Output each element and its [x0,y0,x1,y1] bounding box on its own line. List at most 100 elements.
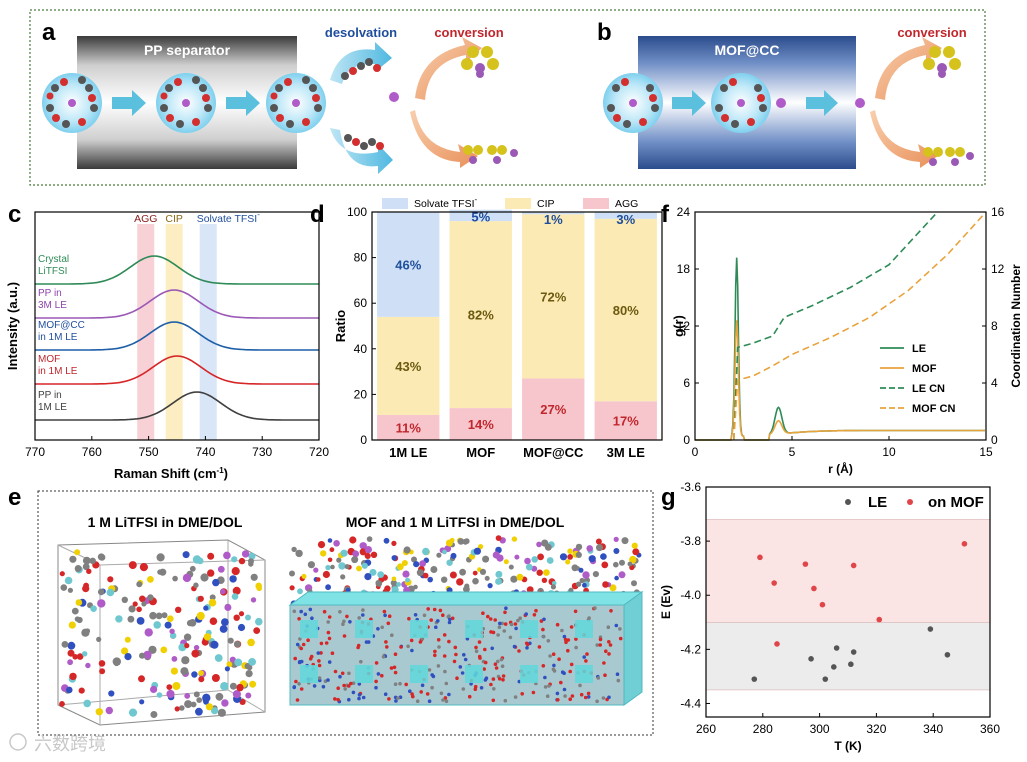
atom [166,689,175,699]
atom [203,605,209,611]
atom [184,643,190,649]
atom [447,639,451,644]
atom [211,674,220,682]
atom [72,654,78,660]
atom [582,655,586,659]
xtick-label-c-4: 730 [252,445,272,459]
atom [541,539,549,547]
atom [460,671,465,675]
atom [83,699,91,708]
atom [308,607,313,612]
xtick-label-g-3: 320 [866,722,886,736]
atom [479,568,487,576]
atom [136,581,143,588]
atom [336,697,340,702]
atom [541,664,546,668]
atom [203,633,212,641]
atom [326,630,331,635]
bar-cip-3 [594,218,657,402]
atom [566,648,570,653]
bar-label-0-1: 14% [468,417,494,432]
atom [245,614,251,621]
atom [399,645,403,649]
atom [377,571,385,578]
atom [172,682,181,690]
atom [357,696,361,701]
atom [483,678,488,682]
atom [582,571,590,579]
mof-slab [288,535,644,706]
atom [184,693,191,699]
atom [352,550,360,558]
atom [121,647,129,655]
atom [330,651,335,655]
atom [513,622,518,626]
atom [415,699,420,703]
atom [250,573,258,581]
atom [503,622,508,626]
atom [349,536,357,544]
legend-swatch-d-0 [382,198,408,209]
atom [546,639,551,643]
atom [203,698,209,705]
atom [418,640,423,644]
atom [427,699,432,703]
atom [419,690,424,694]
atom [411,694,415,699]
atom [227,637,234,644]
simulation-panel: e 1 M LiTFSI in DME/DOL MOF and 1 M LiTF… [8,484,654,736]
atom [319,641,324,646]
atom [172,575,178,582]
band-label-1: CIP [165,213,183,225]
atom [338,674,342,679]
atom [292,685,297,690]
mof-pore-icon [465,620,483,638]
li-ion-icon [776,98,786,108]
atom [95,708,104,716]
atom [128,605,136,613]
atom [376,672,381,676]
atom [326,678,330,682]
legend-label-f-2: LE CN [912,383,945,395]
atom [413,561,420,568]
raman-label-0-0: PP in [38,390,62,401]
atom [232,586,241,595]
atom [463,657,468,662]
point-mof-7 [876,616,883,623]
atom [174,706,180,712]
atom [619,559,625,566]
atom [600,553,607,560]
atom [98,554,106,561]
atom [452,659,457,664]
xtick-label-g-5: 360 [980,722,1000,736]
mof-pore-icon [465,665,483,683]
atom [247,638,255,647]
atom [601,696,606,700]
li-ion-icon-2 [855,98,865,108]
atom [516,573,524,581]
atom [543,685,548,689]
atom [108,690,115,697]
atom [241,550,250,558]
atom [361,608,365,612]
atom [497,625,502,629]
atom [391,576,397,582]
atom [375,580,383,587]
atom [444,681,449,686]
atom [82,556,91,565]
atom [239,698,246,706]
atom [574,645,578,650]
atom [542,617,546,622]
atom [608,643,613,647]
desolvation-label: desolvation [325,25,397,40]
atom [587,616,591,620]
legend-label-g-0: LE [868,494,887,511]
atom [156,553,165,562]
atom [366,536,373,542]
atom [115,615,123,623]
atom [556,698,560,702]
atom [500,621,505,626]
atom [297,617,301,621]
atom [342,683,346,688]
bar-agg-1 [449,408,512,440]
